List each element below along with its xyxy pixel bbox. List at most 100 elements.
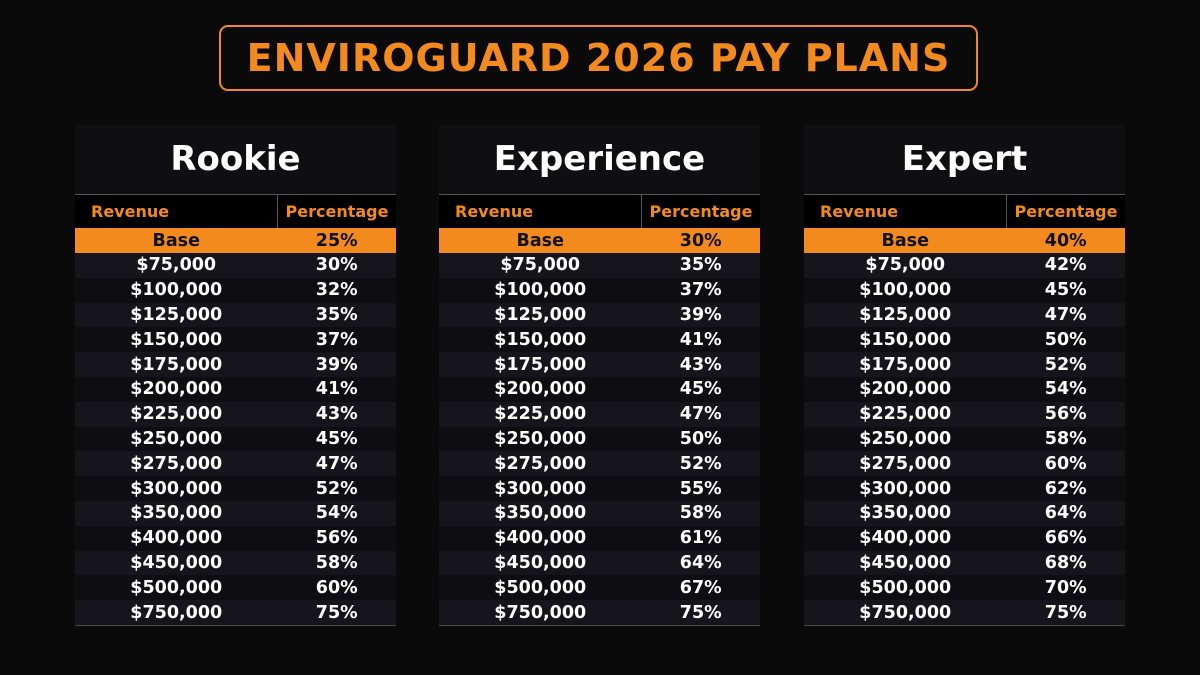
revenue-cell: $275,000 <box>75 451 278 477</box>
table-row: $125,000 39% <box>439 302 760 328</box>
percentage-cell: 67% <box>641 575 760 601</box>
revenue-cell: $450,000 <box>804 550 1007 576</box>
table-row: $75,000 42% <box>804 253 1125 278</box>
percentage-cell: 45% <box>1006 277 1125 303</box>
revenue-cell: $750,000 <box>75 600 278 626</box>
table-row: $125,000 47% <box>804 302 1125 328</box>
percentage-cell: 37% <box>641 277 760 303</box>
revenue-cell: $100,000 <box>804 277 1007 303</box>
revenue-cell: $500,000 <box>804 575 1007 601</box>
percentage-cell: 58% <box>1006 426 1125 452</box>
revenue-cell: $75,000 <box>804 253 1007 278</box>
percentage-cell: 30% <box>277 253 396 278</box>
percentage-cell: 30% <box>641 228 760 253</box>
table-row: $750,000 75% <box>75 600 396 626</box>
revenue-header: Revenue <box>75 195 278 228</box>
revenue-cell: $350,000 <box>75 500 278 526</box>
percentage-cell: 25% <box>277 228 396 253</box>
table-row: $250,000 50% <box>439 426 760 452</box>
revenue-cell: $300,000 <box>804 476 1007 501</box>
percentage-header: Percentage <box>1006 195 1125 228</box>
revenue-cell: Base <box>75 228 278 253</box>
table-row: $175,000 39% <box>75 352 396 377</box>
table-row: $750,000 75% <box>439 600 760 626</box>
percentage-cell: 45% <box>641 376 760 402</box>
table-header: Revenue Percentage <box>804 195 1125 228</box>
table-row: $225,000 56% <box>804 401 1125 427</box>
revenue-cell: $125,000 <box>804 302 1007 328</box>
percentage-header: Percentage <box>641 195 760 228</box>
table-row: $275,000 60% <box>804 451 1125 477</box>
page-title: ENVIROGUARD 2026 PAY PLANS <box>219 25 978 91</box>
revenue-cell: $350,000 <box>439 500 642 526</box>
revenue-cell: $750,000 <box>804 600 1007 626</box>
table-row: $350,000 58% <box>439 500 760 526</box>
table-row: $100,000 37% <box>439 277 760 303</box>
table-row: $75,000 35% <box>439 253 760 278</box>
table-row: $500,000 70% <box>804 575 1125 601</box>
table-row: $450,000 64% <box>439 550 760 576</box>
percentage-cell: 40% <box>1006 228 1125 253</box>
percentage-cell: 35% <box>641 253 760 278</box>
percentage-cell: 52% <box>277 476 396 501</box>
table-row: $275,000 47% <box>75 451 396 477</box>
revenue-cell: $150,000 <box>439 327 642 353</box>
percentage-cell: 41% <box>277 376 396 402</box>
table-row: $250,000 45% <box>75 426 396 452</box>
table-row: $300,000 52% <box>75 476 396 501</box>
table-row: $150,000 37% <box>75 327 396 353</box>
table-row: $175,000 43% <box>439 352 760 377</box>
percentage-cell: 35% <box>277 302 396 328</box>
table-row: $200,000 41% <box>75 376 396 402</box>
revenue-cell: Base <box>804 228 1007 253</box>
table-header: Revenue Percentage <box>75 195 396 228</box>
revenue-cell: $500,000 <box>439 575 642 601</box>
plan-title: Expert <box>804 125 1125 195</box>
base-row: Base 25% <box>75 228 396 253</box>
plan-panel-rookie: Rookie Revenue Percentage Base 25% $75,0… <box>75 125 396 627</box>
percentage-cell: 55% <box>641 476 760 501</box>
table-row: $400,000 56% <box>75 525 396 551</box>
percentage-cell: 42% <box>1006 253 1125 278</box>
percentage-cell: 50% <box>1006 327 1125 353</box>
percentage-cell: 75% <box>641 600 760 626</box>
percentage-cell: 70% <box>1006 575 1125 601</box>
revenue-header: Revenue <box>804 195 1007 228</box>
table-row: $75,000 30% <box>75 253 396 278</box>
percentage-cell: 60% <box>1006 451 1125 477</box>
pay-table: Revenue Percentage Base 30% $75,000 35% … <box>439 195 760 626</box>
table-row: $750,000 75% <box>804 600 1125 626</box>
base-row: Base 40% <box>804 228 1125 253</box>
revenue-cell: Base <box>439 228 642 253</box>
percentage-cell: 64% <box>1006 500 1125 526</box>
revenue-cell: $275,000 <box>439 451 642 477</box>
revenue-cell: $75,000 <box>75 253 278 278</box>
revenue-cell: $275,000 <box>804 451 1007 477</box>
revenue-cell: $750,000 <box>439 600 642 626</box>
base-row: Base 30% <box>439 228 760 253</box>
revenue-cell: $400,000 <box>439 525 642 551</box>
table-row: $350,000 54% <box>75 500 396 526</box>
table-row: $400,000 66% <box>804 525 1125 551</box>
revenue-cell: $300,000 <box>439 476 642 501</box>
percentage-cell: 56% <box>1006 401 1125 427</box>
table-row: $350,000 64% <box>804 500 1125 526</box>
percentage-cell: 50% <box>641 426 760 452</box>
revenue-cell: $100,000 <box>75 277 278 303</box>
revenue-cell: $125,000 <box>75 302 278 328</box>
revenue-cell: $125,000 <box>439 302 642 328</box>
percentage-cell: 54% <box>1006 376 1125 402</box>
plan-title: Rookie <box>75 125 396 195</box>
revenue-cell: $450,000 <box>75 550 278 576</box>
percentage-cell: 32% <box>277 277 396 303</box>
percentage-cell: 39% <box>277 352 396 377</box>
table-row: $275,000 52% <box>439 451 760 477</box>
table-row: $175,000 52% <box>804 352 1125 377</box>
percentage-cell: 66% <box>1006 525 1125 551</box>
percentage-cell: 47% <box>277 451 396 477</box>
revenue-cell: $175,000 <box>439 352 642 377</box>
percentage-cell: 75% <box>1006 600 1125 626</box>
table-row: $100,000 32% <box>75 277 396 303</box>
percentage-cell: 52% <box>1006 352 1125 377</box>
percentage-cell: 43% <box>277 401 396 427</box>
